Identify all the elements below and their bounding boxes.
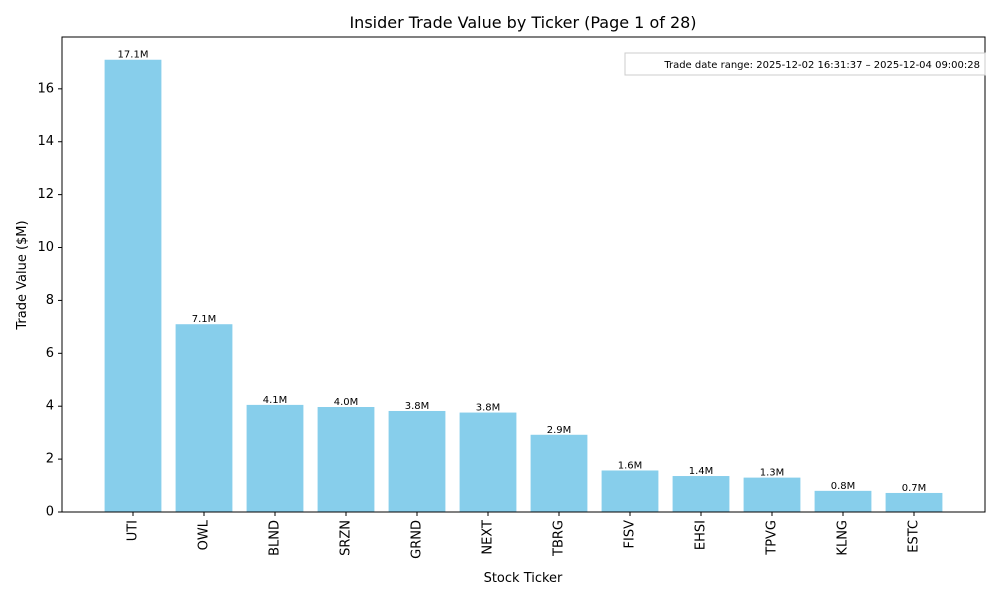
x-tick-label: TPVG bbox=[765, 520, 780, 556]
bar-tpvg bbox=[743, 477, 801, 512]
bars-group: 17.1M 7.1M 4.1M 4.0M 3.8M 3.8M 2.9M 1.6M 1.4M 1.3… bbox=[104, 50, 943, 512]
y-tick-label: 10 bbox=[37, 240, 54, 255]
y-tick-label: 12 bbox=[37, 187, 54, 202]
bar-ehsi bbox=[672, 476, 730, 512]
x-axis-label: Stock Ticker bbox=[484, 571, 563, 586]
bar-srzn bbox=[317, 407, 375, 512]
bar-tbrg bbox=[530, 434, 588, 512]
plot-frame bbox=[61, 36, 986, 513]
bar-value-label: 3.8M bbox=[405, 401, 430, 412]
bar-blnd bbox=[246, 404, 304, 512]
bar-value-label: 4.1M bbox=[263, 395, 288, 406]
x-tick-label: EHSI bbox=[694, 520, 709, 550]
x-tick-label: OWL bbox=[197, 519, 212, 550]
y-tick-label: 8 bbox=[46, 293, 54, 308]
bar-klng bbox=[814, 490, 872, 512]
x-ticks-group: UTI OWL BLND SRZN GRND NEXT TBRG FISV EHSI TPVG KL… bbox=[126, 512, 922, 559]
x-tick-label: TBRG bbox=[552, 520, 567, 557]
x-tick-label: KLNG bbox=[836, 520, 851, 556]
x-tick-label: ESTC bbox=[907, 520, 922, 553]
bar-grnd bbox=[388, 410, 446, 512]
x-tick-label: BLND bbox=[268, 520, 283, 556]
bar-value-label: 0.8M bbox=[831, 481, 856, 492]
x-tick-label: SRZN bbox=[339, 520, 354, 556]
bar-owl bbox=[175, 324, 233, 512]
date-range-annotation: Trade date range: 2025-12-02 16:31:37 – … bbox=[663, 60, 980, 71]
y-tick-label: 6 bbox=[46, 346, 54, 361]
bar-value-label: 3.8M bbox=[476, 403, 501, 414]
y-tick-label: 0 bbox=[46, 505, 54, 520]
bar-value-label: 1.4M bbox=[689, 466, 714, 477]
bar-next bbox=[459, 412, 517, 512]
bar-value-label: 0.7M bbox=[902, 483, 927, 494]
y-tick-label: 2 bbox=[46, 452, 54, 467]
annotation-box bbox=[624, 52, 986, 76]
bar-value-label: 7.1M bbox=[192, 314, 217, 325]
bar-uti bbox=[104, 59, 162, 512]
bar-value-label: 4.0M bbox=[334, 397, 359, 408]
y-tick-label: 4 bbox=[46, 399, 54, 414]
chart-title: Insider Trade Value by Ticker (Page 1 of… bbox=[349, 13, 696, 32]
bar-value-label: 17.1M bbox=[118, 50, 149, 61]
y-ticks-group: 0 2 4 6 8 10 12 14 16 bbox=[37, 81, 62, 520]
y-tick-label: 14 bbox=[37, 134, 54, 149]
bar-fisv bbox=[601, 470, 659, 512]
x-tick-label: FISV bbox=[623, 520, 638, 549]
y-axis-label: Trade Value ($M) bbox=[15, 220, 30, 330]
x-tick-label: GRND bbox=[410, 520, 425, 559]
x-tick-label: UTI bbox=[126, 520, 141, 541]
y-tick-label: 16 bbox=[37, 81, 54, 96]
bar-value-label: 1.6M bbox=[618, 460, 643, 471]
bar-value-label: 2.9M bbox=[547, 425, 572, 436]
bar-value-label: 1.3M bbox=[760, 468, 785, 479]
bar-estc bbox=[885, 492, 943, 512]
x-tick-label: NEXT bbox=[481, 520, 496, 555]
